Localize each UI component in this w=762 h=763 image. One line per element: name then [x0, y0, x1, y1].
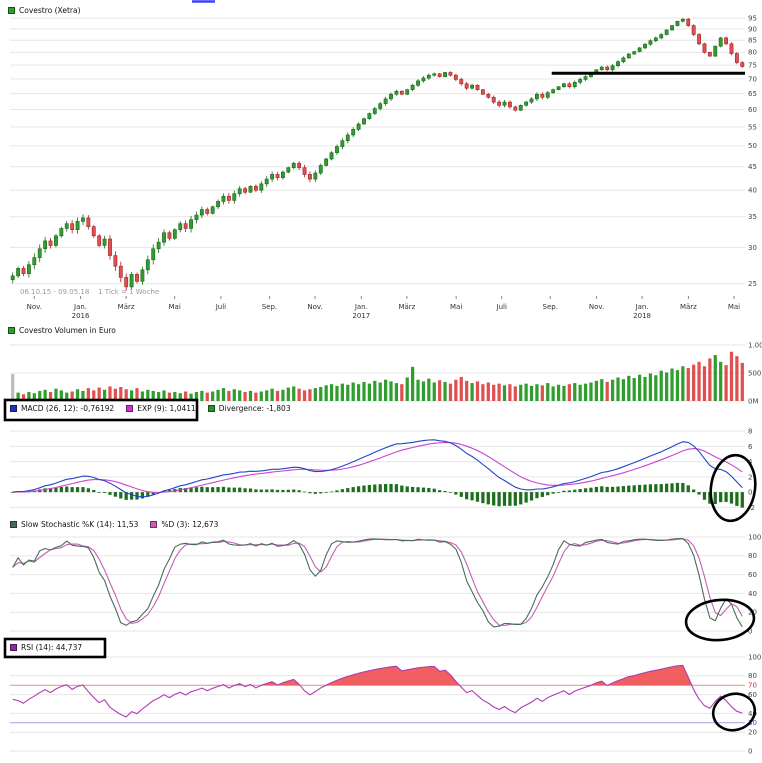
svg-text:100: 100: [748, 653, 761, 661]
svg-text:75: 75: [748, 62, 757, 70]
svg-text:-2: -2: [748, 504, 755, 512]
svg-text:70: 70: [748, 75, 757, 83]
svg-text:80: 80: [748, 49, 757, 57]
macd-divergence-swatch: [207, 405, 215, 412]
svg-text:März: März: [118, 303, 135, 311]
svg-text:Sep.: Sep.: [262, 303, 277, 311]
rsi-legend: RSI (14): 44,737: [10, 643, 82, 652]
svg-text:30: 30: [748, 719, 757, 727]
macd-panel: 8 6 4 2 0 -2: [10, 428, 755, 512]
svg-text:2016: 2016: [72, 312, 90, 320]
svg-text:Nov.: Nov.: [589, 303, 604, 311]
annotation-box: [3, 637, 107, 659]
svg-text:Juli: Juli: [496, 303, 507, 311]
svg-text:55: 55: [748, 123, 757, 131]
svg-text:85: 85: [748, 37, 757, 45]
svg-text:Mai: Mai: [168, 303, 180, 311]
svg-text:Nov.: Nov.: [27, 303, 42, 311]
svg-text:Mai: Mai: [450, 303, 462, 311]
svg-text:80: 80: [748, 672, 757, 680]
macd-legend-item[interactable]: MACD (26, 12): -0,76192: [10, 404, 114, 413]
svg-text:40: 40: [748, 590, 757, 598]
svg-text:60: 60: [748, 691, 757, 699]
volume-legend-item[interactable]: Covestro Volumen in Euro: [8, 326, 116, 335]
svg-text:65: 65: [748, 90, 757, 98]
svg-text:0: 0: [748, 489, 752, 497]
svg-text:90: 90: [748, 25, 757, 33]
annotation-ellipse: [711, 692, 757, 732]
date-range-note: 06.10.15 - 09.05.18 1 Tick = 1 Woche: [20, 288, 160, 296]
svg-text:0: 0: [748, 627, 752, 635]
svg-text:Nov.: Nov.: [307, 303, 322, 311]
svg-text:60: 60: [748, 106, 757, 114]
svg-text:0: 0: [748, 747, 752, 755]
svg-text:40: 40: [748, 187, 757, 195]
price-series-swatch: [8, 7, 15, 14]
annotation-ellipse: [709, 453, 757, 523]
rsi-series-swatch: [10, 644, 17, 651]
svg-text:2: 2: [748, 473, 752, 481]
macd-legend: MACD (26, 12): -0,76192 EXP (9): 1,0411 …: [10, 404, 291, 413]
svg-text:500M: 500M: [748, 369, 762, 377]
svg-text:80: 80: [748, 552, 757, 560]
svg-text:Juli: Juli: [215, 303, 226, 311]
svg-text:6: 6: [748, 443, 753, 451]
svg-text:Jan.: Jan.: [635, 303, 649, 311]
svg-text:4: 4: [748, 458, 753, 466]
rsi-legend-item[interactable]: RSI (14): 44,737: [10, 643, 82, 652]
macd-series-label: MACD (26, 12): -0,76192: [21, 404, 115, 413]
annotation-ellipse: [684, 598, 756, 642]
volume-series-label: Covestro Volumen in Euro: [19, 326, 116, 335]
svg-text:45: 45: [748, 163, 757, 171]
svg-text:0M: 0M: [748, 397, 759, 405]
svg-text:95: 95: [748, 15, 757, 23]
macd-signal-label: EXP (9): 1,0411: [137, 404, 196, 413]
rsi-series-label: RSI (14): 44,737: [21, 643, 83, 652]
svg-text:8: 8: [748, 428, 752, 436]
stochastic-d-legend-item[interactable]: %D (3): 12,673: [150, 520, 218, 529]
svg-text:35: 35: [748, 213, 757, 221]
svg-text:20: 20: [748, 729, 757, 737]
volume-legend: Covestro Volumen in Euro: [8, 326, 116, 335]
stochastic-k-swatch: [10, 521, 17, 528]
macd-series-swatch: [10, 405, 17, 412]
svg-text:70: 70: [748, 682, 757, 690]
svg-text:50: 50: [748, 142, 757, 150]
stochastic-k-label: Slow Stochastic %K (14): 11,53: [21, 520, 139, 529]
price-series-label: Covestro (Xetra): [19, 6, 81, 15]
stochastic-legend: Slow Stochastic %K (14): 11,53 %D (3): 1…: [10, 520, 218, 529]
stochastic-d-label: %D (3): 12,673: [161, 520, 219, 529]
annotation-box: [3, 398, 199, 422]
svg-text:100: 100: [748, 533, 761, 541]
svg-text:25: 25: [748, 280, 757, 288]
svg-text:Jan.: Jan.: [354, 303, 368, 311]
svg-text:März: März: [398, 303, 415, 311]
macd-signal-swatch: [126, 405, 134, 412]
svg-text:2018: 2018: [633, 312, 651, 320]
svg-text:2017: 2017: [352, 312, 370, 320]
svg-text:Mai: Mai: [728, 303, 740, 311]
macd-divergence-legend-item[interactable]: Divergence: -1,803: [207, 404, 291, 413]
svg-text:30: 30: [748, 244, 757, 252]
svg-text:März: März: [680, 303, 697, 311]
macd-signal-legend-item[interactable]: EXP (9): 1,0411: [126, 404, 196, 413]
svg-text:Sep.: Sep.: [543, 303, 558, 311]
price-legend-item[interactable]: Covestro (Xetra): [8, 6, 81, 15]
macd-divergence-label: Divergence: -1,803: [218, 404, 291, 413]
svg-text:40: 40: [748, 710, 757, 718]
stochastic-k-legend-item[interactable]: Slow Stochastic %K (14): 11,53: [10, 520, 138, 529]
volume-series-swatch: [8, 327, 15, 334]
annotations-overlay: [3, 0, 757, 732]
price-legend: Covestro (Xetra): [8, 6, 81, 15]
svg-text:60: 60: [748, 571, 757, 579]
stochastic-d-swatch: [150, 521, 158, 528]
svg-text:Jan.: Jan.: [73, 303, 87, 311]
